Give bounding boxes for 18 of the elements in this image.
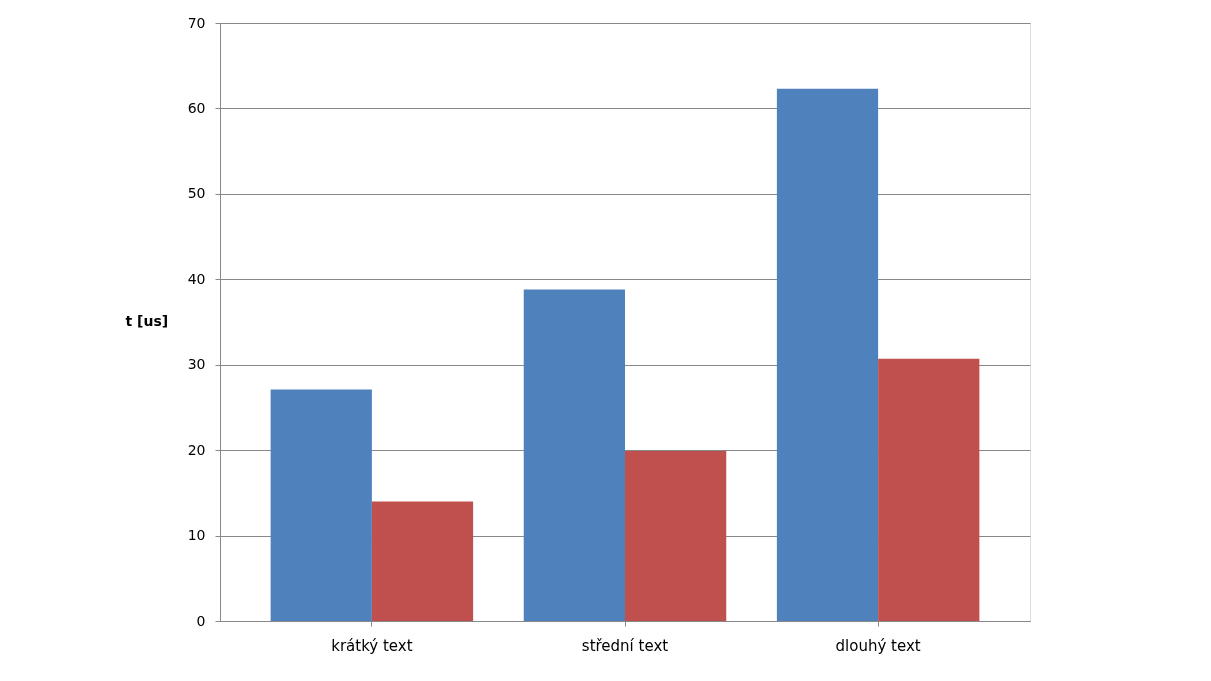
bar [625, 451, 727, 621]
bar [270, 389, 372, 621]
y-tick-label: 20 [187, 441, 206, 458]
y-tick-label: 60 [187, 99, 206, 116]
x-tick-label: střední text [581, 636, 669, 655]
x-tick-label: krátký text [331, 636, 413, 655]
y-tick-label: 40 [187, 270, 206, 287]
y-axis-title: t [us] [125, 312, 169, 329]
y-tick-label: 10 [187, 527, 206, 544]
y-tick-label: 30 [187, 356, 206, 373]
bar [371, 501, 474, 621]
bar [523, 289, 625, 621]
x-tick-label: dlouhý text [835, 636, 921, 655]
bar [776, 88, 879, 621]
bar [878, 358, 980, 621]
y-tick-label: 0 [196, 612, 206, 629]
y-tick-label: 50 [187, 185, 206, 202]
y-tick-label: 70 [187, 14, 206, 31]
